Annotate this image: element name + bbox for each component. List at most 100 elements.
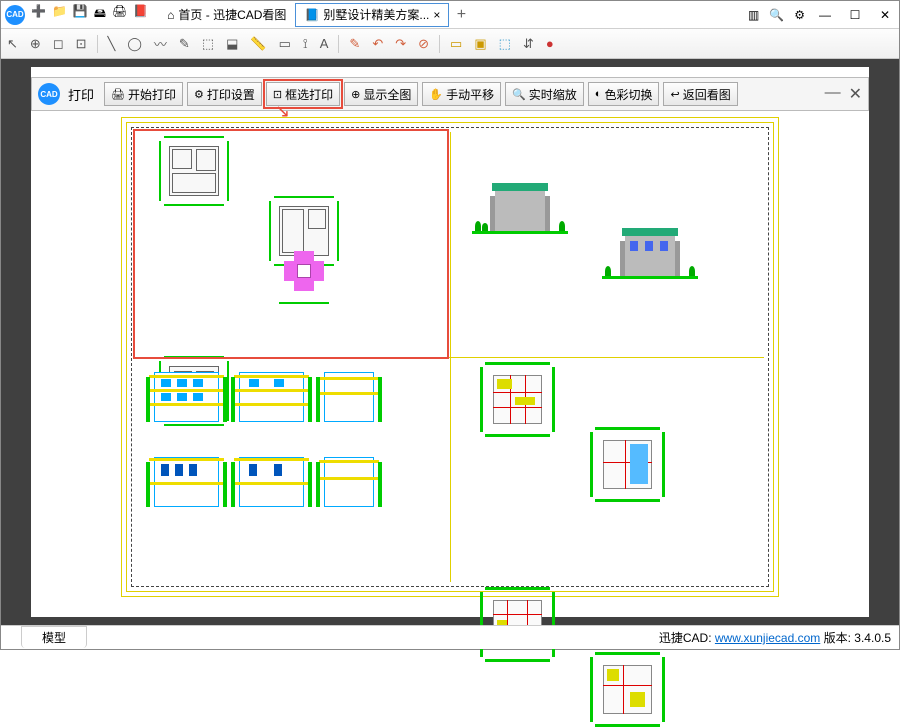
quadrant-structural-plans [450, 357, 766, 583]
color-icon: ◐ [595, 88, 602, 100]
tool-measure-icon[interactable]: 📏 [248, 34, 268, 54]
app-icon: CAD [5, 5, 25, 25]
tool-dim-icon[interactable]: ⟟ [301, 34, 310, 54]
title-bar: CAD ➕ 📁 💾 🖴 🖨 📕 ⌂ 首页 - 迅捷CAD看图 📘 别墅设计精美方… [1, 1, 899, 29]
tab-document[interactable]: 📘 别墅设计精美方案... × [295, 3, 449, 27]
btn-label: 返回看图 [683, 86, 731, 103]
btn-label: 打印设置 [207, 86, 255, 103]
settings-icon[interactable]: ⚙ [794, 8, 805, 22]
tab-home-label: 首页 - 迅捷CAD看图 [178, 6, 286, 23]
tool-edit-icon[interactable]: ✎ [347, 34, 362, 54]
qa-saveas-icon[interactable]: 🖴 [94, 4, 106, 25]
canvas-margin-right [869, 59, 899, 625]
elevation-detail-1 [149, 367, 224, 422]
btn-label: 色彩切换 [604, 86, 652, 103]
tool-undo-icon[interactable]: ↶ [370, 34, 385, 54]
tool-select-icon[interactable]: ↖ [5, 34, 20, 54]
tool-window-icon[interactable]: ◻ [51, 34, 66, 54]
tool-line-icon[interactable]: ╲ [106, 34, 118, 54]
fit-icon: ⊕ [351, 88, 360, 101]
tool-rect-icon[interactable]: ⬚ [200, 34, 216, 54]
tool-sort-icon[interactable]: ⇵ [521, 34, 536, 54]
btn-label: 显示全图 [363, 86, 411, 103]
hand-icon: ✋ [429, 88, 443, 101]
tool-extents-icon[interactable]: ⊡ [74, 34, 89, 54]
quadrant-detailed-elevations [134, 357, 450, 583]
print-toolbar: CAD 打印 🖨开始打印 ⚙打印设置 ⊡框选打印 ⊕显示全图 ✋手动平移 🔍实时… [31, 77, 869, 111]
elevation-detail-2 [234, 367, 309, 422]
elevation-detail-4 [149, 452, 224, 507]
page-surface[interactable]: CAD 打印 🖨开始打印 ⚙打印设置 ⊡框选打印 ⊕显示全图 ✋手动平移 🔍实时… [31, 67, 869, 617]
brand-label: 迅捷CAD: [659, 631, 712, 645]
manual-pan-button[interactable]: ✋手动平移 [422, 82, 501, 106]
return-view-button[interactable]: ↩返回看图 [663, 82, 737, 106]
tool-sketch-icon[interactable]: ✎ [177, 34, 192, 54]
toolbar-separator [338, 35, 339, 53]
status-bar: 模型 迅捷CAD: www.xunjiecad.com 版本: 3.4.0.5 [1, 625, 899, 649]
layout-icon[interactable]: ▥ [748, 8, 759, 22]
toolbar-separator [97, 35, 98, 53]
btn-label: 框选打印 [285, 86, 333, 103]
print-title: 打印 [68, 85, 94, 104]
elevation-detail-3 [319, 367, 379, 422]
selection-rectangle[interactable] [133, 129, 449, 359]
brand-url-link[interactable]: www.xunjiecad.com [715, 631, 820, 645]
canvas-margin-left [1, 59, 31, 625]
tab-new-button[interactable]: + [449, 6, 473, 24]
quadrant-elevations [450, 131, 766, 357]
toolbar-separator [439, 35, 440, 53]
main-toolbar: ↖ ⊕ ◻ ⊡ ╲ ◯ 〰 ✎ ⬚ ⬓ 📏 ▭ ⟟ A ✎ ↶ ↷ ⊘ ▭ ▣ … [1, 29, 899, 59]
struct-plan-1 [485, 367, 550, 432]
qa-new-icon[interactable]: ➕ [31, 4, 46, 25]
version-value: 3.4.0.5 [854, 631, 891, 645]
tab-close-icon[interactable]: × [433, 8, 440, 22]
window-close-button[interactable]: ✕ [875, 5, 895, 25]
tab-doc-label: 别墅设计精美方案... [323, 6, 429, 23]
title-right-controls: ▥ 🔍 ⚙ — ☐ ✕ [748, 5, 895, 25]
tool-circle-icon[interactable]: ◯ [125, 34, 144, 54]
show-all-button[interactable]: ⊕显示全图 [344, 82, 418, 106]
tool-delete-icon[interactable]: ⊘ [416, 34, 431, 54]
model-tab[interactable]: 模型 [21, 626, 87, 648]
print-logo-icon: CAD [38, 83, 60, 105]
print-close-button[interactable]: ✕ [849, 84, 862, 104]
tool-pan-icon[interactable]: ⊕ [28, 34, 43, 54]
tool-layer1-icon[interactable]: ▭ [448, 34, 464, 54]
qa-open-icon[interactable]: 📁 [52, 4, 67, 25]
gear-icon: ⚙ [194, 88, 204, 101]
zoom-icon: 🔍 [512, 88, 526, 101]
tool-redo-icon[interactable]: ↷ [393, 34, 408, 54]
zoom-icon[interactable]: 🔍 [769, 8, 784, 22]
tool-hatch-icon[interactable]: ⬓ [224, 34, 240, 54]
tool-text-icon[interactable]: A [318, 34, 331, 53]
print-settings-button[interactable]: ⚙打印设置 [187, 82, 262, 106]
elevation-front [480, 186, 560, 231]
btn-label: 手动平移 [446, 86, 494, 103]
callout-arrow-icon: ↘ [275, 101, 290, 122]
tool-polyline-icon[interactable]: 〰 [152, 32, 169, 55]
tool-color-icon[interactable]: ● [544, 34, 556, 53]
box-select-icon: ⊡ [273, 88, 282, 101]
home-icon: ⌂ [167, 8, 174, 22]
window-maximize-button[interactable]: ☐ [845, 5, 865, 25]
tool-3d-icon[interactable]: ⬚ [497, 34, 513, 54]
color-toggle-button[interactable]: ◐色彩切换 [588, 82, 660, 106]
tab-strip: ⌂ 首页 - 迅捷CAD看图 📘 别墅设计精美方案... × + [158, 1, 748, 28]
struct-plan-2 [595, 432, 660, 497]
tool-layer2-icon[interactable]: ▣ [472, 34, 488, 54]
print-minimize-button[interactable]: — [825, 84, 841, 104]
struct-plan-4 [595, 657, 660, 722]
drawing-sheet [121, 117, 779, 597]
realtime-zoom-button[interactable]: 🔍实时缩放 [505, 82, 584, 106]
quick-access-toolbar: ➕ 📁 💾 🖴 🖨 📕 [31, 4, 148, 25]
window-minimize-button[interactable]: — [815, 5, 835, 25]
tool-box-icon[interactable]: ▭ [277, 34, 293, 54]
qa-pdf-icon[interactable]: 📕 [133, 4, 148, 25]
qa-save-icon[interactable]: 💾 [73, 4, 88, 25]
qa-print-icon[interactable]: 🖨 [112, 4, 127, 25]
doc-icon: 📘 [304, 8, 319, 22]
tab-home[interactable]: ⌂ 首页 - 迅捷CAD看图 [158, 3, 295, 27]
start-print-button[interactable]: 🖨开始打印 [104, 82, 183, 106]
btn-label: 开始打印 [128, 86, 176, 103]
version-label: 版本: [824, 631, 851, 645]
